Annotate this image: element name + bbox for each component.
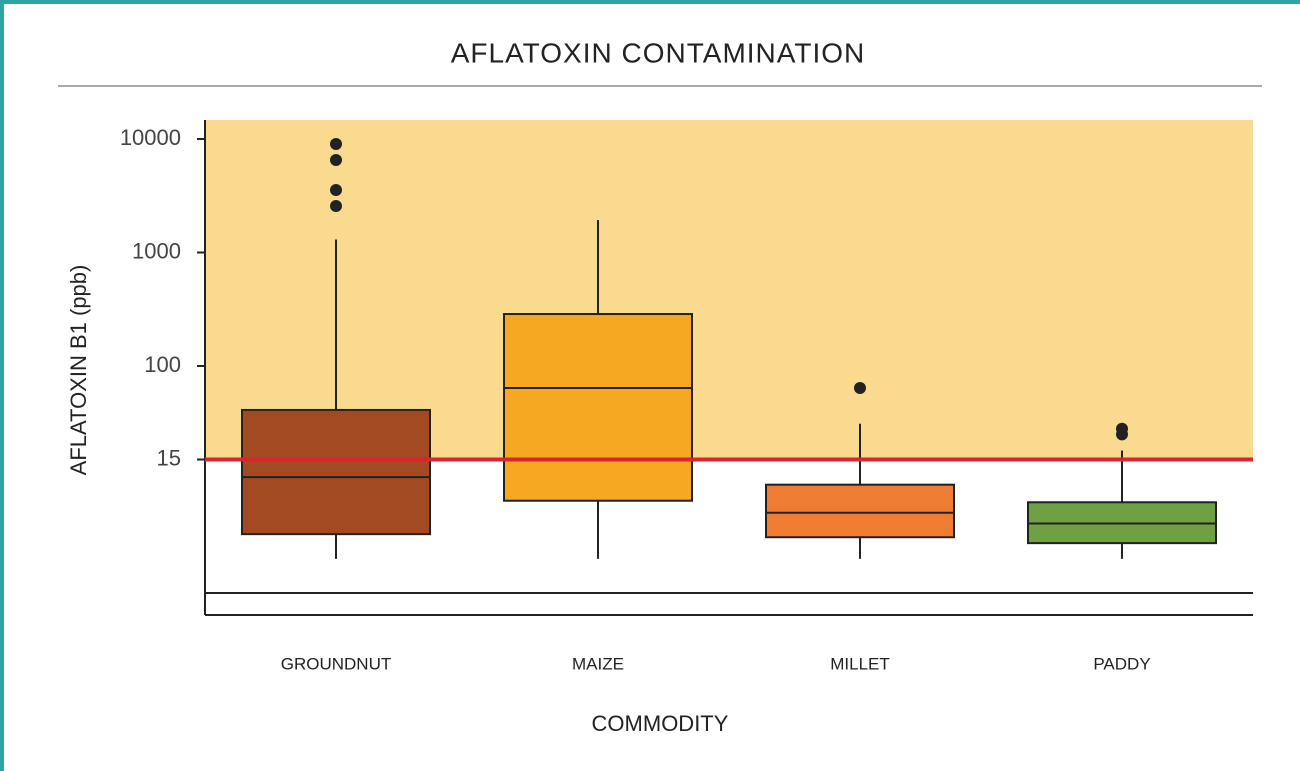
chart-title: AFLATOXIN CONTAMINATION: [451, 37, 866, 68]
outlier: [854, 381, 866, 394]
outlier: [330, 199, 342, 212]
y-tick-label: 1000: [132, 238, 181, 263]
x-axis-label: COMMODITY: [592, 711, 729, 736]
outlier: [330, 184, 342, 197]
threshold-shade: [205, 120, 1253, 460]
y-tick-label: 15: [157, 445, 181, 470]
box: [765, 483, 955, 539]
x-tick-label: PADDY: [1093, 654, 1150, 673]
x-tick-label: MILLET: [830, 654, 890, 673]
frame-left: [0, 0, 4, 771]
y-axis-label: AFLATOXIN B1 (ppb): [66, 265, 91, 476]
box: [241, 408, 431, 536]
frame-top: [0, 0, 1300, 4]
outlier: [330, 153, 342, 166]
outlier: [330, 137, 342, 150]
outlier: [1116, 428, 1128, 441]
box: [503, 313, 693, 502]
x-tick-label: GROUNDNUT: [281, 654, 392, 673]
x-tick-label: MAIZE: [572, 654, 624, 673]
y-tick-label: 10000: [120, 125, 181, 150]
y-tick-label: 100: [144, 352, 181, 377]
